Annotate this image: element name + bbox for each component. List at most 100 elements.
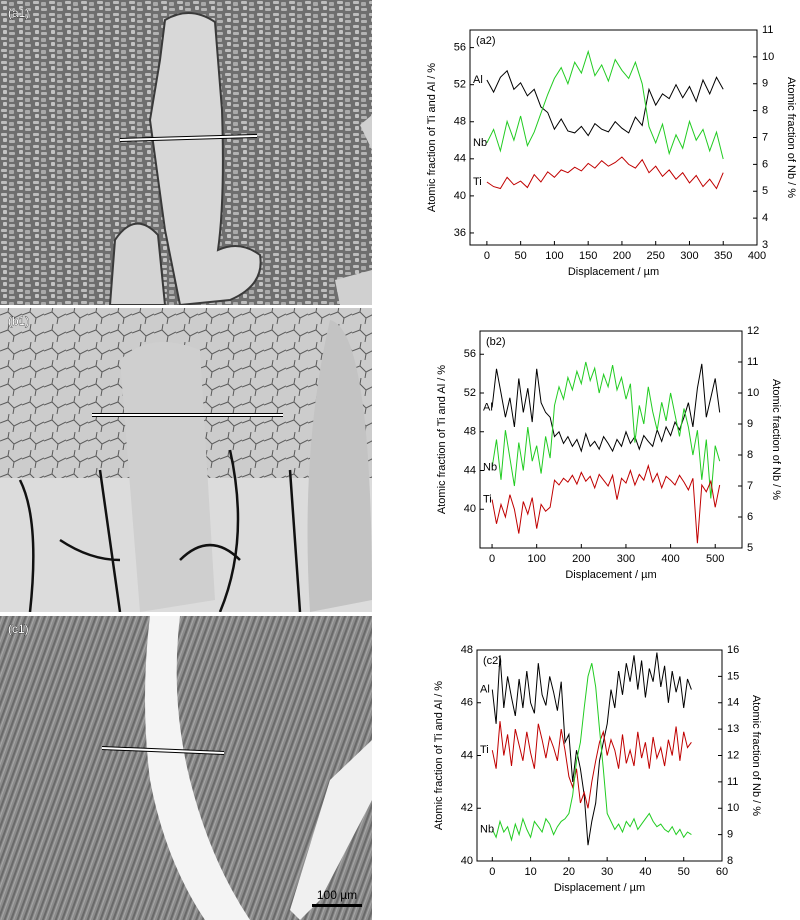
x-tick-label: 0 bbox=[489, 866, 495, 878]
y-tick-label: 44 bbox=[454, 153, 466, 165]
y-tick-label: 44 bbox=[464, 464, 476, 476]
plot-frame bbox=[479, 330, 743, 549]
y-tick-label: 48 bbox=[461, 644, 473, 656]
y-tick-label: 46 bbox=[461, 697, 473, 709]
x-tick-label: 50 bbox=[678, 866, 690, 878]
chart: 0 10 20 30 40 50 60 40 42 44 46 48 8 9 10 11 12 13 14 15 16 (… bbox=[433, 644, 762, 894]
x-tick-label: 400 bbox=[748, 250, 766, 262]
y2-tick-label: 9 bbox=[747, 418, 753, 430]
series-label: Nb bbox=[473, 137, 487, 149]
y-tick-label: 52 bbox=[464, 387, 476, 399]
y-axis-label: Atomic fraction of Ti and Al / % bbox=[436, 365, 448, 514]
data-line bbox=[491, 652, 692, 846]
micrograph-a1: (a1) bbox=[0, 0, 372, 305]
x-axis-label: Displacement / µm bbox=[554, 882, 645, 894]
data-line bbox=[491, 721, 692, 809]
micrograph-c1: 100 µm (c1) bbox=[0, 616, 372, 920]
y2-tick-label: 11 bbox=[747, 356, 758, 368]
y-axis-label: Atomic fraction of Ti and Al / % bbox=[433, 681, 445, 830]
y-tick-label: 42 bbox=[461, 802, 473, 814]
series-label: Al bbox=[483, 401, 493, 413]
y2-tick-label: 5 bbox=[747, 542, 753, 554]
image-label: (b1) bbox=[8, 314, 29, 328]
data-line bbox=[491, 361, 721, 499]
y2-tick-label: 10 bbox=[762, 51, 774, 63]
y2-axis-label: Atomic fraction of Nb / % bbox=[750, 695, 762, 816]
series-label: Nb bbox=[480, 823, 494, 835]
y2-tick-label: 3 bbox=[762, 239, 768, 251]
data-line bbox=[486, 69, 724, 137]
x-tick-label: 0 bbox=[489, 553, 495, 565]
x-tick-label: 300 bbox=[680, 250, 698, 262]
micrograph-b1: (b1) bbox=[0, 308, 372, 612]
x-tick-label: 40 bbox=[639, 866, 651, 878]
y2-tick-label: 4 bbox=[762, 212, 768, 224]
x-tick-label: 200 bbox=[613, 250, 631, 262]
x-tick-label: 100 bbox=[528, 553, 546, 565]
x-tick-label: 60 bbox=[716, 866, 728, 878]
y2-tick-label: 16 bbox=[727, 644, 739, 656]
series-label: Al bbox=[473, 74, 483, 86]
panel-label: (c2) bbox=[483, 655, 502, 667]
x-tick-label: 300 bbox=[617, 553, 635, 565]
image-label: (c1) bbox=[8, 622, 29, 636]
y-tick-label: 48 bbox=[454, 116, 466, 128]
y2-tick-label: 7 bbox=[747, 480, 753, 492]
x-axis-label: Displacement / µm bbox=[568, 266, 659, 278]
y-axis-label: Atomic fraction of Ti and Al / % bbox=[426, 63, 438, 212]
y-tick-label: 40 bbox=[464, 503, 476, 515]
y-tick-label: 40 bbox=[461, 855, 473, 867]
x-axis-label: Displacement / µm bbox=[565, 569, 656, 581]
x-tick-label: 250 bbox=[647, 250, 665, 262]
y2-tick-label: 8 bbox=[727, 855, 733, 867]
y-tick-label: 44 bbox=[461, 749, 473, 761]
y2-tick-label: 12 bbox=[747, 325, 759, 337]
x-tick-label: 350 bbox=[714, 250, 732, 262]
y2-tick-label: 10 bbox=[727, 802, 739, 814]
y2-tick-label: 7 bbox=[762, 131, 768, 143]
y-tick-label: 56 bbox=[454, 42, 466, 54]
data-line bbox=[486, 49, 724, 160]
y2-tick-label: 13 bbox=[727, 723, 739, 735]
x-tick-label: 30 bbox=[601, 866, 613, 878]
y2-tick-label: 11 bbox=[727, 776, 738, 788]
x-tick-label: 100 bbox=[545, 250, 563, 262]
panel-label: (b2) bbox=[486, 336, 506, 348]
series-label: Al bbox=[480, 683, 490, 695]
y-tick-label: 56 bbox=[464, 348, 476, 360]
y-tick-label: 36 bbox=[454, 227, 466, 239]
scale-bar-label: 100 µm bbox=[317, 888, 357, 902]
y2-tick-label: 9 bbox=[727, 829, 733, 841]
x-tick-label: 20 bbox=[563, 866, 575, 878]
x-tick-label: 200 bbox=[572, 553, 590, 565]
y-tick-label: 48 bbox=[464, 426, 476, 438]
y2-tick-label: 8 bbox=[762, 105, 768, 117]
y2-tick-label: 5 bbox=[762, 185, 768, 197]
chart: 0 50 100 150 200 250 300 350 4003640444852563456… bbox=[426, 24, 797, 278]
series-label: Ti bbox=[473, 176, 482, 188]
series-label: Ti bbox=[480, 744, 489, 756]
series-label: Ti bbox=[483, 493, 492, 505]
y2-axis-label: Atomic fraction of Nb / % bbox=[770, 379, 782, 500]
y2-tick-label: 6 bbox=[747, 511, 753, 523]
chart: 0 100 200 300 400 500404448525656789101112(b2… bbox=[436, 325, 782, 581]
y2-tick-label: 11 bbox=[762, 24, 773, 36]
x-tick-label: 500 bbox=[706, 553, 724, 565]
x-tick-label: 150 bbox=[579, 250, 597, 262]
x-tick-label: 0 bbox=[484, 250, 490, 262]
y2-tick-label: 12 bbox=[727, 749, 739, 761]
y2-axis-label: Atomic fraction of Nb / % bbox=[785, 77, 797, 198]
panel-label: (a2) bbox=[476, 35, 496, 47]
y2-tick-label: 6 bbox=[762, 158, 768, 170]
data-line bbox=[491, 463, 721, 544]
y-tick-label: 40 bbox=[454, 190, 466, 202]
y-tick-label: 52 bbox=[454, 79, 466, 91]
data-line bbox=[486, 156, 724, 190]
x-tick-label: 10 bbox=[524, 866, 536, 878]
x-tick-label: 400 bbox=[661, 553, 679, 565]
y2-tick-label: 9 bbox=[762, 78, 768, 90]
y2-tick-label: 8 bbox=[747, 449, 753, 461]
y2-tick-label: 14 bbox=[727, 697, 739, 709]
image-label: (a1) bbox=[8, 6, 29, 20]
